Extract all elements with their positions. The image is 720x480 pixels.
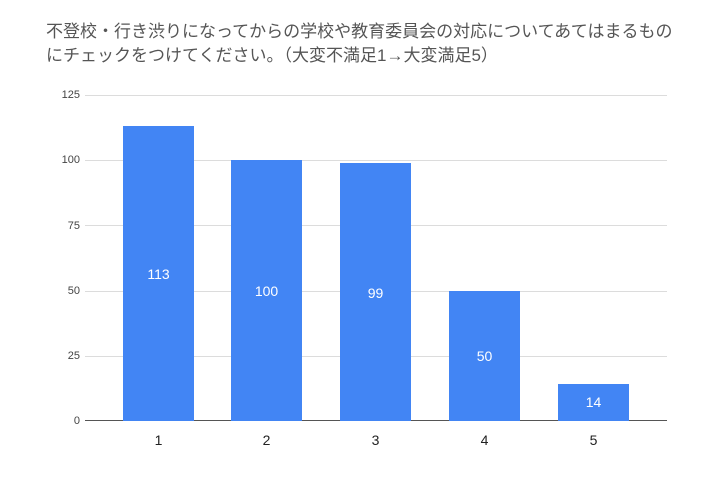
bar-3: 99 [340, 163, 411, 421]
x-tick-3: 3 [371, 432, 380, 448]
x-tick-2: 2 [262, 432, 271, 448]
bar-2: 100 [231, 160, 302, 421]
bar-label-2: 100 [254, 283, 279, 299]
x-tick-5: 5 [589, 432, 598, 448]
bar-5: 14 [558, 384, 629, 421]
plot-area: 113 100 99 50 14 [85, 95, 667, 421]
gridline-125 [85, 95, 667, 96]
y-tick-75: 75 [67, 220, 80, 232]
bar-label-3: 99 [367, 285, 384, 301]
y-tick-25: 25 [67, 350, 80, 362]
y-tick-100: 100 [61, 154, 80, 166]
bar-label-1: 113 [147, 266, 170, 282]
bar-label-4: 50 [476, 348, 493, 364]
gridline-100 [85, 160, 667, 161]
y-tick-125: 125 [61, 89, 80, 101]
bar-label-5: 14 [585, 394, 602, 410]
y-tick-50: 50 [67, 285, 80, 297]
chart-title: 不登校・行き渋りになってからの学校や教育委員会の対応についてあてはまるものにチェ… [46, 22, 673, 65]
bar-1: 113 [123, 126, 194, 421]
x-tick-1: 1 [154, 432, 163, 448]
bar-4: 50 [449, 291, 520, 421]
y-tick-0: 0 [73, 415, 80, 427]
x-tick-4: 4 [480, 432, 489, 448]
